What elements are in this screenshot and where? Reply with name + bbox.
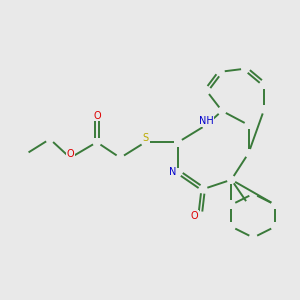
- Text: O: O: [66, 149, 74, 159]
- Text: NH: NH: [199, 116, 214, 126]
- Text: O: O: [190, 211, 198, 221]
- Text: S: S: [142, 134, 148, 143]
- Text: N: N: [169, 167, 176, 177]
- Text: O: O: [93, 111, 100, 121]
